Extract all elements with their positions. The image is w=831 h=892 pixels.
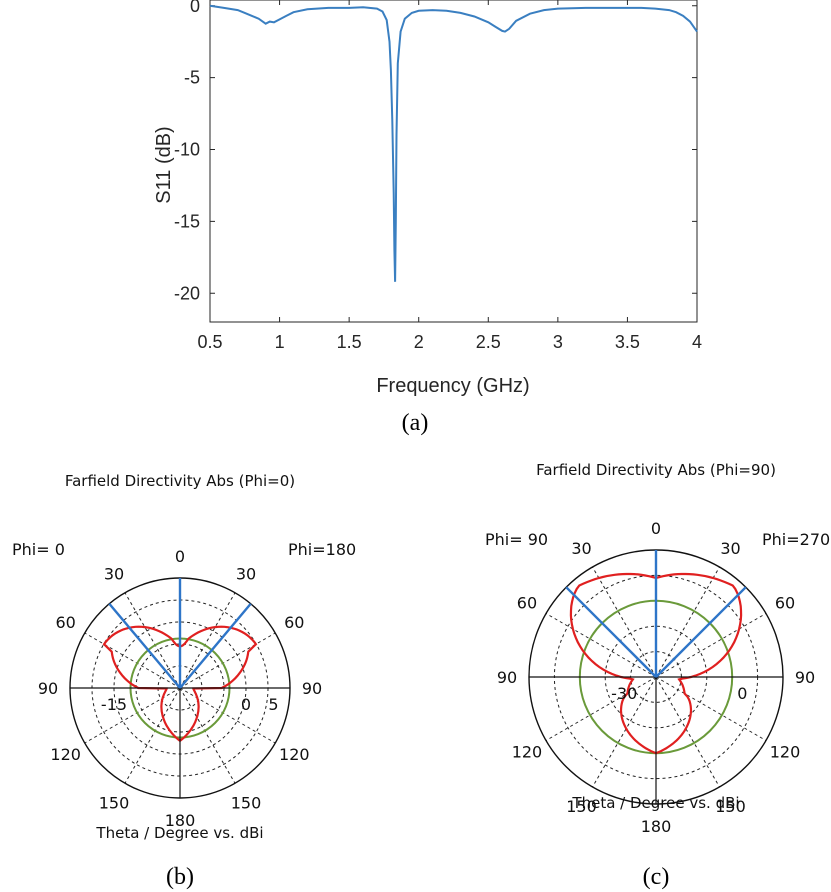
polar-c-title: Farfield Directivity Abs (Phi=90) [536,461,776,479]
polar-radial-label: -30 [611,684,637,703]
caption-a: (a) [402,410,429,436]
polar-radial-label: -15 [101,695,127,714]
polar-angle-label: 150 [715,797,746,816]
polar-angle-label: 60 [775,594,795,613]
polar-angle-label: 60 [56,613,76,632]
polar-radial-label: 5 [268,695,278,714]
s11-series-line [209,4,698,282]
polar-beam-line [179,602,252,689]
polar-angle-label: 0 [651,519,661,538]
polar-grid-spoke [179,592,236,689]
polar-b-subtitle: Theta / Degree vs. dBi [95,824,263,842]
polar-radial-label: 0 [241,695,251,714]
polar-beam-line [565,586,657,678]
polar-grid-spoke [84,632,181,689]
s11-x-tick-label: 3 [553,332,563,352]
polar-grid-spoke [179,687,236,784]
s11-y-tick-label: 0 [190,0,200,16]
s11-chart: 0.5 1 1.5 2 2.5 3 3.5 4 0 -5 -10 -15 -20 Frequency (… [153,0,702,436]
s11-x-tick-label: 1 [275,332,285,352]
polar-b-left-label: Phi= 0 [12,540,65,559]
polar-grid-spoke [124,687,181,784]
s11-y-tick-label: -10 [174,140,200,160]
polar-angle-label: 90 [38,679,58,698]
polar-grid-spoke [124,592,181,689]
s11-x-tick-label: 2.5 [476,332,501,352]
polar-angle-label: 120 [512,743,543,762]
polar-angle-label: 60 [284,613,304,632]
s11-x-tick-label: 3.5 [615,332,640,352]
polar-b-title: Farfield Directivity Abs (Phi=0) [65,472,295,490]
polar-beam-line [655,586,747,678]
polar-angle-label: 90 [795,668,815,687]
polar-angle-label: 150 [99,793,130,812]
s11-tick-group: 0.5 1 1.5 2 2.5 3 3.5 4 0 -5 -10 -15 -20 [174,0,702,352]
polar-b-right-label: Phi=180 [288,540,356,559]
polar-c-right-label: Phi=270 [762,530,830,549]
s11-x-tick-label: 4 [692,332,702,352]
caption-c: (c) [643,864,670,890]
s11-x-tick-label: 2 [414,332,424,352]
caption-b: (b) [166,864,194,890]
s11-y-tick-label: -5 [184,68,200,88]
polar-angle-label: 150 [231,793,262,812]
polar-angle-label: 60 [517,594,537,613]
s11-y-axis-label: S11 (dB) [153,126,175,203]
polar-grid-spoke [84,687,181,744]
polar-grid-spoke [179,687,276,744]
polar-angle-label: 0 [175,547,185,566]
polar-c-subtitle: Theta / Degree vs. dBi [571,794,739,812]
polar-grid-spoke [179,632,276,689]
s11-x-tick-label: 1.5 [337,332,362,352]
polar-radial-label: 0 [737,684,747,703]
polar-c-plot: 0 30 60 90 120 150 180 150 120 90 60 30 -30 0 [497,519,815,836]
polar-angle-label: 90 [302,679,322,698]
s11-plot-frame [209,0,698,323]
polar-beam-line [108,602,181,689]
polar-angle-label: 120 [50,745,81,764]
s11-x-axis-label: Frequency (GHz) [376,375,529,397]
polar-angle-label: 180 [165,811,196,830]
s11-x-tick-label: 0.5 [197,332,222,352]
polar-angle-label: 30 [571,539,591,558]
polar-angle-label: 180 [641,817,672,836]
polar-angle-label: 150 [566,797,597,816]
polar-angle-label: 30 [104,565,124,584]
polar-angle-label: 90 [497,668,517,687]
s11-y-tick-label: -15 [174,211,200,231]
polar-angle-label: 120 [770,743,801,762]
polar-angle-label: 30 [720,539,740,558]
polar-c-left-label: Phi= 90 [485,530,548,549]
polar-chart-c: Farfield Directivity Abs (Phi=90) Phi= 9… [485,461,830,890]
s11-y-tick-label: -20 [174,283,200,303]
polar-chart-b: Farfield Directivity Abs (Phi=0) Phi= 0 … [12,472,356,890]
polar-angle-label: 120 [279,745,310,764]
polar-angle-label: 30 [236,565,256,584]
